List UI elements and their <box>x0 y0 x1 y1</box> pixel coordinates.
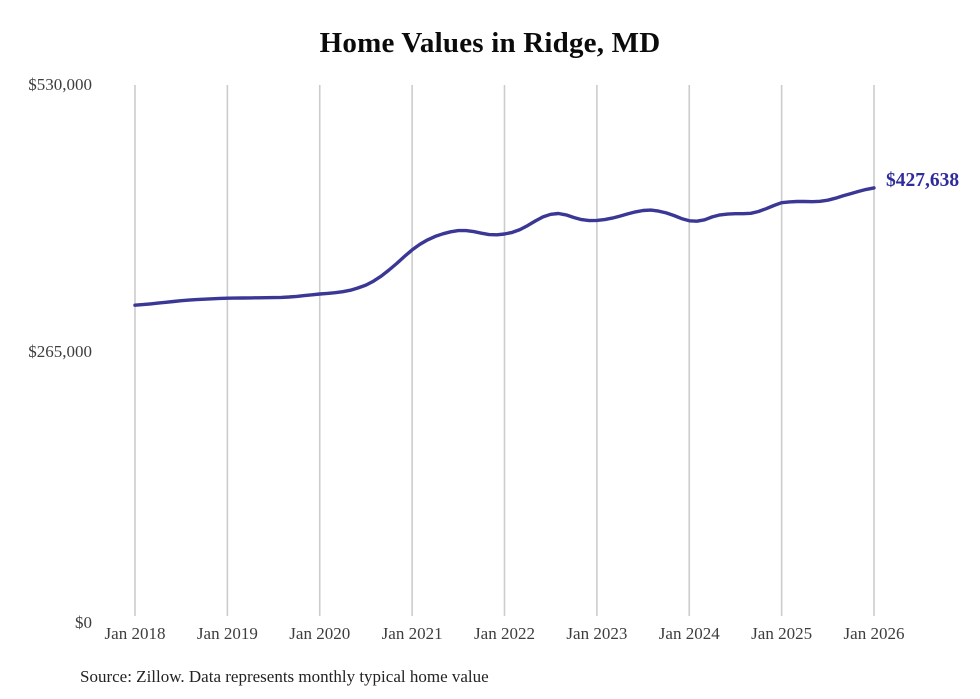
y-axis-label-0: $0 <box>75 613 92 632</box>
y-axis-label-265000: $265,000 <box>28 342 92 361</box>
x-tick-2: Jan 2020 <box>289 624 351 643</box>
x-tick-4: Jan 2022 <box>474 624 535 643</box>
x-tick-0: Jan 2018 <box>104 624 166 643</box>
x-tick-3: Jan 2021 <box>381 624 443 643</box>
x-tick-1: Jan 2019 <box>196 624 258 643</box>
chart-title: Home Values in Ridge, MD <box>319 27 661 59</box>
home-value-series-line <box>133 186 876 307</box>
x-tick-8: Jan 2026 <box>843 624 905 643</box>
x-tick-7: Jan 2025 <box>751 624 813 643</box>
source-note: Source: Zillow. Data represents monthly … <box>80 667 489 686</box>
y-axis-label-530000: $530,000 <box>28 75 92 94</box>
x-tick-5: Jan 2023 <box>566 624 628 643</box>
x-tick-6: Jan 2024 <box>658 624 720 643</box>
latest-value-label: $427,638 <box>886 170 960 191</box>
